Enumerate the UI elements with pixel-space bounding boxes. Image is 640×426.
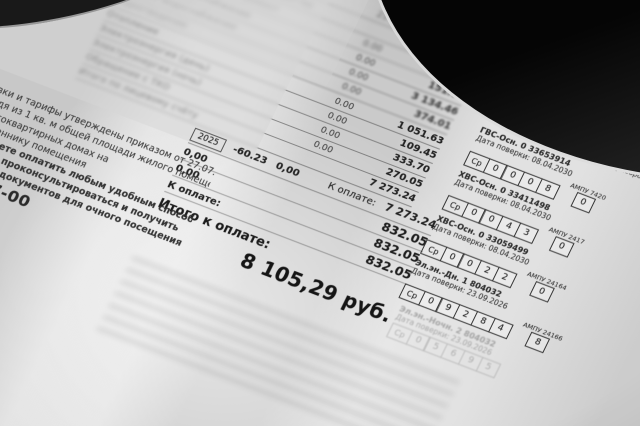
cable-shadow — [545, 0, 640, 120]
